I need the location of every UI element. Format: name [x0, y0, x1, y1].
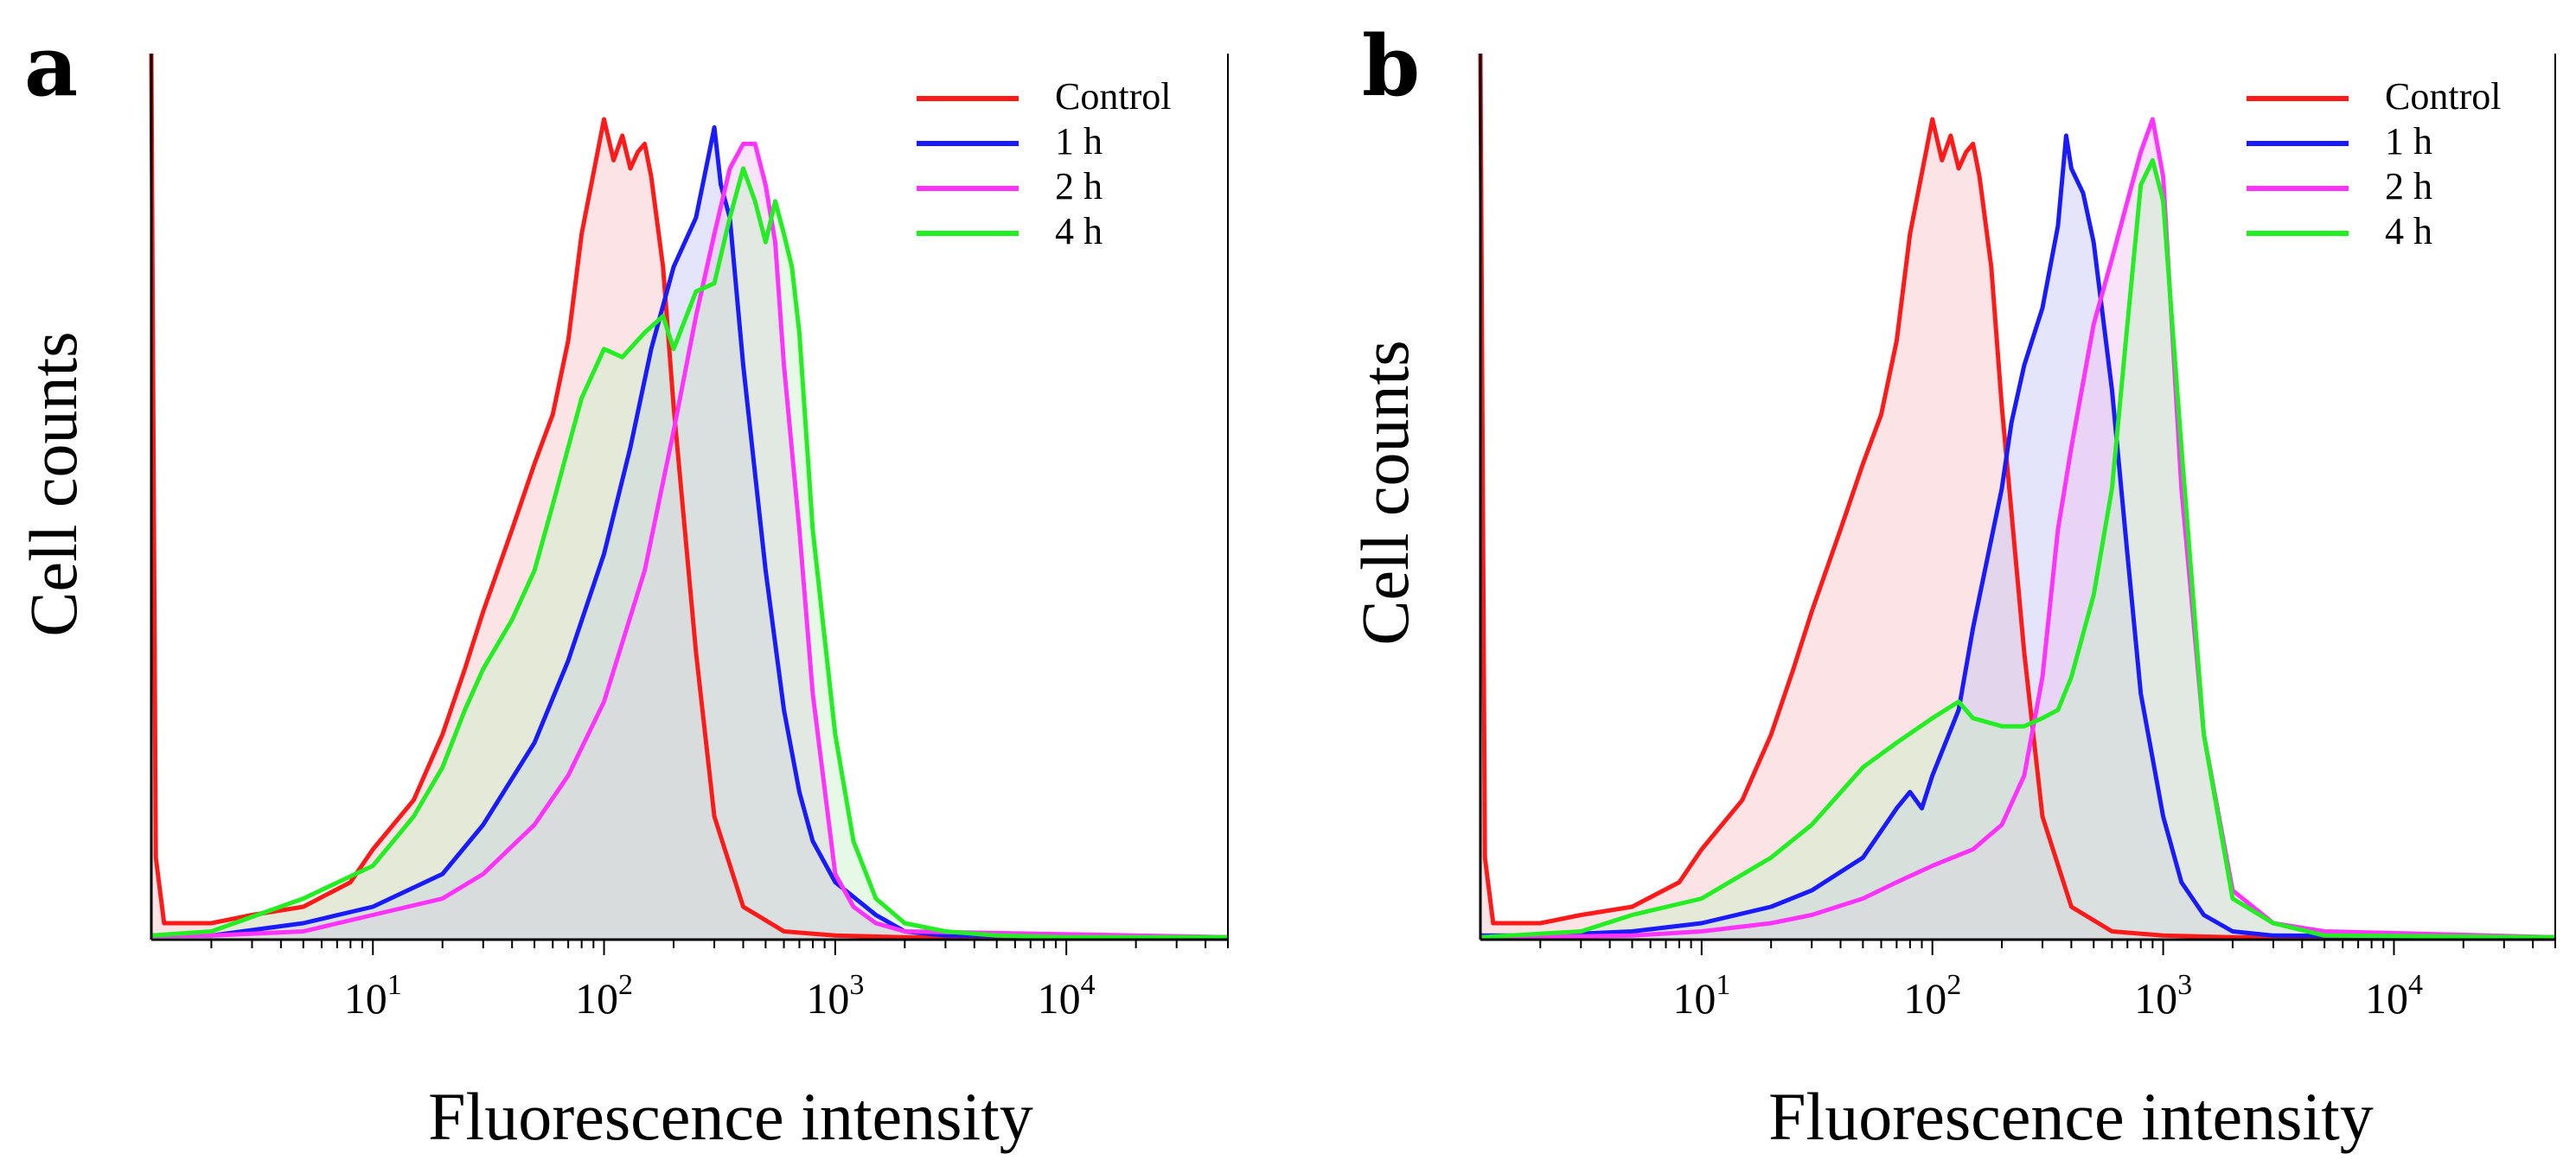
area-fill-1-h-a: [151, 127, 1228, 940]
legend-label-2-h-b: 2 h: [2385, 165, 2432, 207]
x-tick-label-b: 104: [2365, 969, 2423, 1023]
x-tick-label-b: 101: [1672, 969, 1730, 1023]
legend-label-2-h-a: 2 h: [1055, 165, 1103, 207]
x-tick-label-b: 102: [1903, 969, 1961, 1023]
y-axis-label-a: Cell counts: [16, 331, 91, 636]
legend-label-control-b: Control: [2385, 75, 2501, 118]
x-tick-label-b: 103: [2134, 969, 2192, 1023]
legend-label-1-h-a: 1 h: [1055, 120, 1103, 163]
legend-label-control-a: Control: [1055, 75, 1171, 118]
area-fill-4-h-a: [151, 168, 1228, 940]
area-fill-2-h-a: [151, 143, 1228, 940]
x-tick-label-a: 103: [806, 969, 864, 1023]
x-tick-label-a: 104: [1038, 969, 1096, 1023]
area-fill-control-a: [151, 54, 1228, 940]
panel-letter-a: a: [24, 17, 78, 115]
series-line-1-h-b: [1480, 133, 2556, 940]
series-line-4-h-a: [150, 166, 1228, 940]
series-line-control-b: [1478, 53, 2555, 940]
series-line-1-h-a: [151, 124, 1229, 940]
legend-label-4-h-a: 4 h: [1055, 210, 1103, 252]
panel-letter-b: b: [1362, 17, 1420, 115]
x-axis-label-a: Fluorescence intensity: [428, 1079, 1033, 1154]
series-line-4-h-b: [1480, 157, 2556, 940]
series-line-2-h-a: [151, 141, 1229, 940]
area-fill-control-b: [1480, 54, 2555, 940]
series-line-control-a: [149, 53, 1228, 940]
x-axis-label-b: Fluorescence intensity: [1768, 1079, 2374, 1154]
x-tick-label-a: 101: [344, 969, 402, 1023]
y-axis-label-b: Cell counts: [1347, 340, 1422, 645]
legend-label-4-h-b: 4 h: [2385, 210, 2432, 252]
legend-label-1-h-b: 1 h: [2385, 120, 2432, 163]
x-tick-label-a: 102: [575, 969, 633, 1023]
area-fill-4-h-b: [1480, 160, 2555, 940]
area-fill-1-h-b: [1480, 135, 2555, 940]
